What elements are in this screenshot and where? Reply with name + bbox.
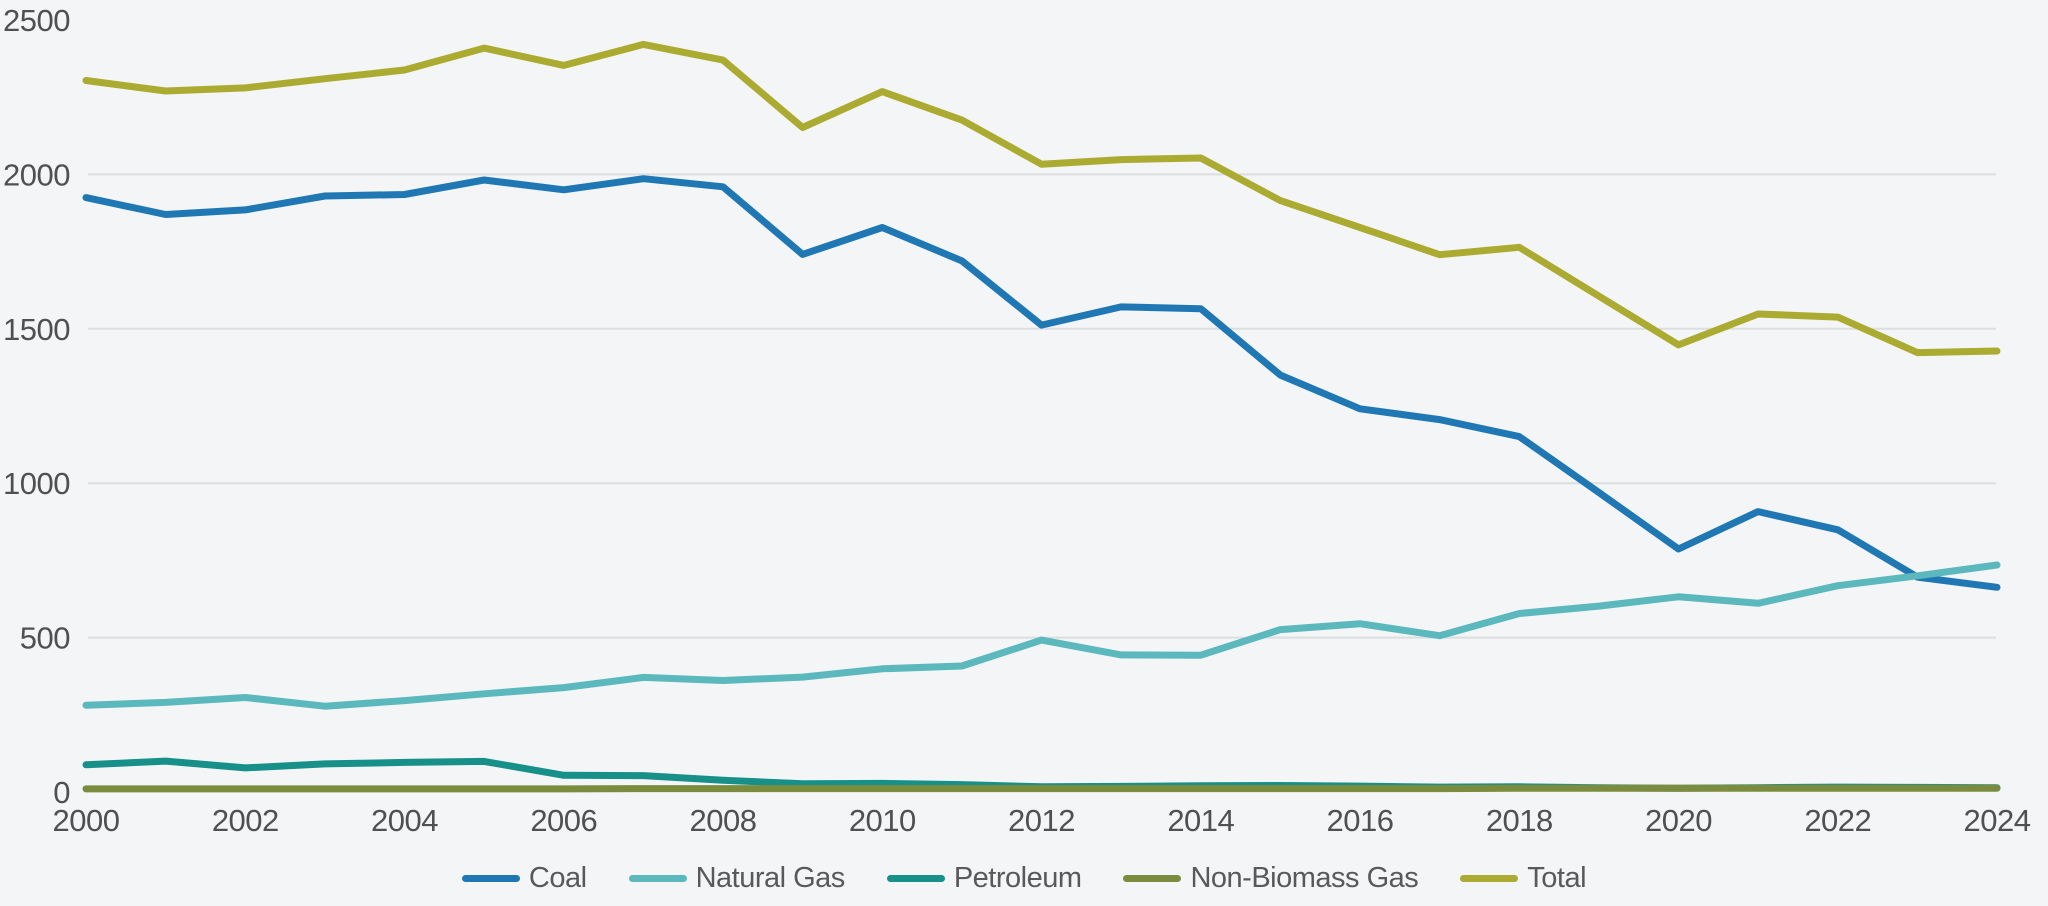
x-tick-label-2010: 2010 — [849, 803, 916, 838]
x-tick-label-2008: 2008 — [690, 803, 757, 838]
x-tick-label-2006: 2006 — [530, 803, 597, 838]
x-tick-label-2020: 2020 — [1645, 803, 1712, 838]
x-tick-label-2022: 2022 — [1804, 803, 1871, 838]
legend-label-total: Total — [1527, 861, 1587, 894]
legend-label-coal: Coal — [528, 861, 587, 894]
x-tick-label-2018: 2018 — [1486, 803, 1553, 838]
legend: Coal Natural Gas Petroleum Non-Biomass Gas T… — [0, 858, 2048, 898]
y-axis-labels: 0 500 1000 1500 2000 2500 — [3, 3, 71, 810]
legend-swatch-petroleum — [886, 874, 945, 882]
y-tick-label-1500: 1500 — [3, 312, 70, 347]
y-tick-label-2500: 2500 — [3, 3, 70, 38]
line-petroleum[interactable] — [82, 757, 2001, 792]
legend-item-non-biomass-gas[interactable]: Non-Biomass Gas — [1123, 861, 1419, 895]
legend-swatch-natural-gas — [628, 874, 687, 882]
x-tick-label-2012: 2012 — [1008, 803, 1075, 838]
y-tick-label-1000: 1000 — [3, 466, 70, 501]
legend-item-natural-gas[interactable]: Natural Gas — [628, 861, 846, 895]
x-tick-label-2000: 2000 — [53, 803, 120, 838]
x-tick-label-2016: 2016 — [1327, 803, 1394, 838]
legend-swatch-non-biomass-gas — [1123, 874, 1182, 882]
legend-label-petroleum: Petroleum — [953, 861, 1082, 894]
legend-swatch-coal — [461, 874, 520, 882]
y-tick-label-500: 500 — [20, 621, 70, 656]
legend-item-petroleum[interactable]: Petroleum — [886, 861, 1082, 895]
legend-label-non-biomass-gas: Non-Biomass Gas — [1190, 861, 1419, 894]
legend-swatch-total — [1460, 874, 1519, 882]
y-tick-label-2000: 2000 — [3, 157, 70, 192]
legend-label-natural-gas: Natural Gas — [695, 861, 846, 894]
y-tick-label-0: 0 — [53, 775, 70, 810]
legend-item-coal[interactable]: Coal — [461, 861, 587, 895]
x-axis-labels: 2000 2002 2004 2006 2008 2010 2012 2014 2016 2018… — [53, 803, 2032, 838]
x-tick-label-2004: 2004 — [371, 803, 438, 838]
gridlines — [88, 173, 1996, 639]
legend-item-total[interactable]: Total — [1460, 861, 1587, 895]
x-tick-label-2014: 2014 — [1167, 803, 1234, 838]
series-lines — [82, 40, 2001, 793]
x-tick-label-2002: 2002 — [212, 803, 279, 838]
line-coal[interactable] — [82, 175, 2001, 591]
line-natural-gas[interactable] — [82, 561, 2001, 710]
x-tick-label-2024: 2024 — [1964, 803, 2031, 838]
line-non-biomass-gas[interactable] — [82, 784, 2001, 793]
line-total[interactable] — [82, 40, 2001, 357]
